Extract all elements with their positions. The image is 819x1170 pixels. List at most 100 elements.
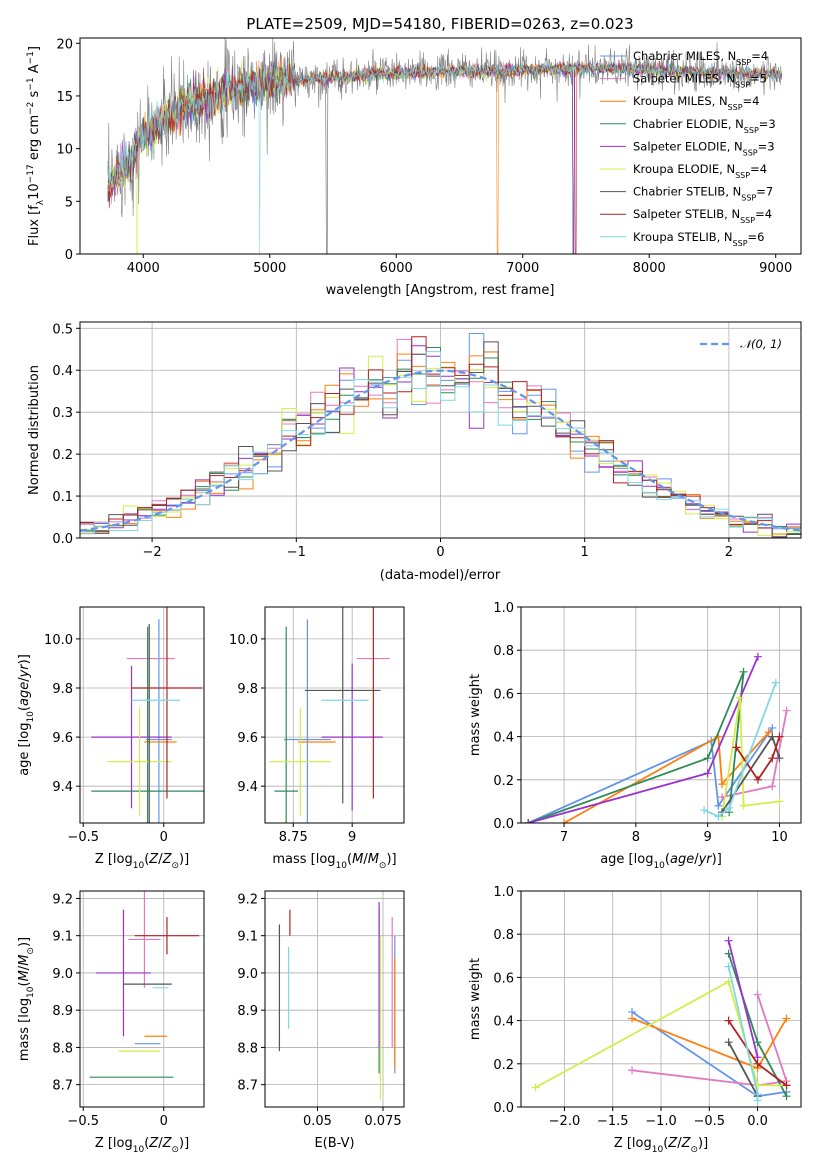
plot-area — [269, 607, 390, 823]
legend-sub: SSP — [735, 80, 750, 89]
label-part: ( — [663, 1136, 668, 1151]
y-tick-label: 1.0 — [493, 601, 514, 616]
x-tick-label: 8000 — [633, 261, 666, 276]
label-part: erg cm — [27, 115, 42, 164]
legend-text: Kroupa ELODIE, N — [633, 162, 735, 176]
label-part: )] — [179, 852, 189, 867]
x-axis-label: (data-model)/error — [380, 568, 501, 583]
point-marker — [753, 990, 762, 999]
legend-sub: SSP — [740, 216, 755, 225]
label-part: / — [677, 1136, 682, 1151]
series-line — [721, 697, 780, 817]
legend-n: =4 — [743, 94, 760, 108]
label-part: )] — [17, 654, 32, 664]
point-marker — [703, 769, 712, 778]
y-tick-label: 9.2 — [237, 892, 258, 907]
point-marker — [782, 1081, 791, 1090]
point-marker — [768, 732, 777, 741]
point-marker — [782, 1092, 791, 1101]
series-line — [735, 736, 781, 782]
point-marker — [753, 1096, 762, 1105]
legend-entry: Kroupa ELODIE, NSSP=4 — [633, 162, 767, 180]
label-part: 10 — [652, 1145, 664, 1155]
y-tick-label: 0 — [65, 248, 73, 263]
mass-vs-EBV-axes: 0.05 0.075 8.7 8.8 8.9 9.0 9.1 9.2 E(B-V) — [237, 890, 405, 1151]
label-part: −1 — [26, 77, 36, 90]
point-marker — [782, 706, 791, 715]
label-part: ( — [144, 852, 149, 867]
point-marker — [771, 678, 780, 687]
x-tick-label: 8 — [632, 830, 640, 845]
legend-n: =4 — [750, 162, 767, 176]
x-tick-label: 9000 — [759, 261, 792, 276]
label-part: Z — [148, 1136, 159, 1151]
legend-entry: Chabrier MILES, NSSP=4 — [633, 49, 768, 67]
x-tick-label: 0 — [160, 1114, 168, 1129]
y-tick-label: 0.2 — [493, 774, 514, 789]
legend-n: =7 — [756, 185, 773, 199]
label-part: / — [17, 965, 32, 970]
point-marker — [714, 812, 723, 821]
label-part: Z — [162, 1136, 173, 1151]
model-spectrum — [107, 60, 783, 254]
point-marker — [768, 723, 777, 732]
x-tick-label: −0.5 — [693, 1114, 725, 1129]
x-axis-label: Z [log10(Z/Z⊙)] — [95, 852, 189, 871]
axes-frame — [264, 890, 405, 1108]
plot-area — [89, 891, 200, 1078]
y-tick-label: 0.0 — [52, 532, 73, 547]
label-part: A — [27, 64, 42, 77]
x-tick-label: −1.0 — [645, 1114, 677, 1129]
series-line — [727, 940, 759, 1058]
legend-n: =3 — [759, 117, 776, 131]
label-part: M — [17, 955, 32, 966]
y-tick-label: 0.5 — [52, 322, 73, 337]
label-part: ( — [347, 852, 352, 867]
label-part: 10 — [133, 861, 145, 871]
plot-area — [107, 38, 783, 254]
series-line — [527, 671, 745, 823]
point-marker — [735, 693, 744, 702]
legend-n: =4 — [751, 49, 768, 63]
label-part: ] — [27, 46, 42, 51]
y-tick-label: 9.1 — [52, 930, 73, 945]
massweight-vs-Z-axes: −2.0 −1.5 −1.0 −0.5 0.0 0.0 0.2 0.4 0.6 0.8 1.0 Z [… — [468, 885, 802, 1155]
label-part: Z [log — [95, 1136, 133, 1151]
model-spectrum — [107, 60, 782, 254]
label-part: ⊙ — [379, 861, 387, 871]
y-tick-label: 5 — [65, 195, 73, 210]
point-marker — [725, 803, 734, 812]
y-tick-label: 0.1 — [52, 490, 73, 505]
label-part: M — [352, 852, 363, 867]
y-tick-label: 0.4 — [52, 364, 73, 379]
label-part: s — [27, 90, 42, 101]
axes-frame — [79, 37, 802, 255]
legend-entry: Chabrier ELODIE, NSSP=3 — [633, 117, 776, 135]
legend-text: Kroupa STELIB, N — [633, 230, 733, 244]
x-tick-label: 0.0 — [747, 1114, 768, 1129]
x-tick-label: 7 — [560, 830, 568, 845]
spectrum-axes: 4000 5000 6000 7000 8000 9000 0 5 10 15 20 Chabrier… — [26, 37, 802, 298]
label-part: yr — [698, 852, 714, 867]
legend-n: =4 — [755, 207, 772, 221]
x-tick-label: 6000 — [380, 261, 413, 276]
point-marker — [753, 1059, 762, 1068]
label-part: mass [log — [17, 998, 32, 1061]
label-part: 10 — [336, 861, 348, 871]
x-axis-label: E(B-V) — [314, 1136, 354, 1151]
plot-area — [524, 652, 791, 823]
y-tick-label: 1.0 — [493, 885, 514, 900]
point-marker — [753, 1038, 762, 1047]
label-part: )] — [712, 852, 722, 867]
point-marker — [560, 819, 569, 823]
legend-n: =6 — [748, 230, 765, 244]
point-marker — [732, 743, 741, 752]
y-axis-label: Flux [fλ10−17 erg cm−2 s−1 A−1] — [26, 46, 46, 246]
label-part: mass [log — [272, 852, 335, 867]
y-tick-label: 9.0 — [237, 967, 258, 982]
x-tick-label: 0 — [436, 545, 444, 560]
legend-text: Kroupa MILES, N — [633, 94, 728, 108]
legend-entry: Kroupa STELIB, NSSP=6 — [633, 230, 764, 248]
model-spectrum — [107, 56, 783, 254]
y-tick-label: 8.9 — [237, 1004, 258, 1019]
